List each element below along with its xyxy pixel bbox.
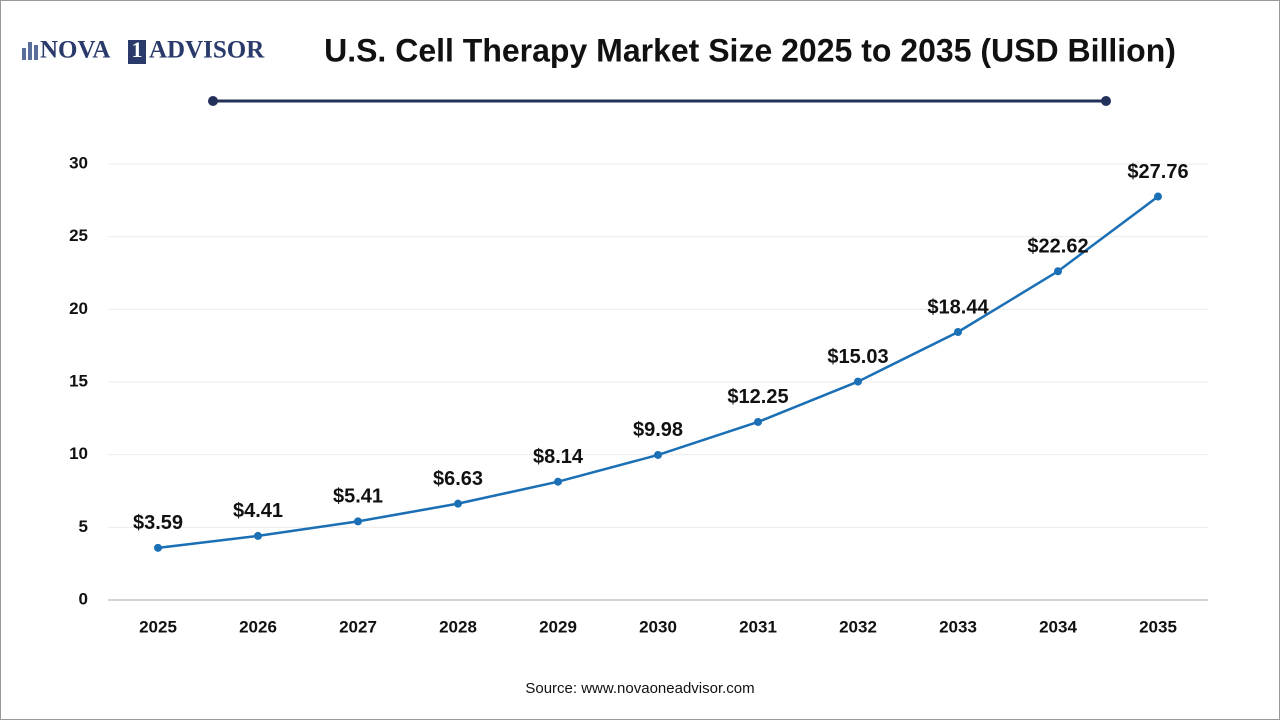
- point: [454, 499, 462, 508]
- x-tick-label: 2030: [639, 617, 677, 636]
- x-tick-label: 2027: [339, 617, 377, 636]
- value-label: $15.03: [827, 346, 888, 368]
- x-tick-label: 2025: [139, 617, 177, 636]
- point: [1154, 192, 1162, 201]
- value-label: $12.25: [727, 386, 788, 408]
- point: [754, 417, 762, 426]
- logo-text: 1: [132, 37, 143, 62]
- value-label: $22.62: [1027, 236, 1088, 258]
- logo-bar: [28, 42, 32, 60]
- y-tick-label: 25: [69, 226, 88, 245]
- value-label: $5.41: [333, 486, 383, 508]
- value-label: $9.98: [633, 419, 683, 441]
- x-tick-label: 2032: [839, 617, 877, 636]
- value-label: $6.63: [433, 468, 483, 490]
- x-tick-label: 2034: [1039, 617, 1077, 636]
- point: [1054, 267, 1062, 276]
- point: [354, 517, 362, 526]
- x-tick-label: 2029: [539, 617, 577, 636]
- title-rule-dot: [1101, 96, 1111, 106]
- title-rule-dot: [208, 96, 218, 106]
- x-tick-label: 2035: [1139, 617, 1177, 636]
- logo: NOVA 1 ADVISOR: [22, 37, 265, 64]
- y-tick-label: 20: [69, 299, 88, 318]
- value-label: $3.59: [133, 512, 183, 534]
- value-label: $27.76: [1127, 161, 1188, 183]
- value-label: $4.41: [233, 500, 283, 522]
- point: [954, 328, 962, 337]
- point: [854, 377, 862, 386]
- point: [654, 450, 662, 459]
- logo-text: ADVISOR: [149, 37, 265, 64]
- logo-box: [128, 40, 146, 64]
- x-tick-label: 2033: [939, 617, 977, 636]
- logo-bar: [34, 45, 38, 60]
- point: [154, 543, 162, 552]
- point: [554, 477, 562, 486]
- y-tick-label: 0: [79, 589, 88, 608]
- chart-title: U.S. Cell Therapy Market Size 2025 to 20…: [324, 32, 1176, 68]
- logo-text: NOVA: [40, 37, 110, 64]
- x-tick-label: 2026: [239, 617, 277, 636]
- x-tick-label: 2031: [739, 617, 777, 636]
- source: Source: www.novaoneadvisor.com: [525, 680, 754, 697]
- logo-bar: [22, 48, 26, 60]
- value-label: $18.44: [927, 296, 989, 318]
- y-tick-label: 10: [69, 444, 88, 463]
- y-tick-label: 5: [79, 517, 88, 536]
- value-label: $8.14: [533, 446, 584, 468]
- y-tick-label: 15: [69, 371, 88, 390]
- point: [254, 531, 262, 540]
- x-tick-label: 2028: [439, 617, 477, 636]
- y-tick-label: 30: [69, 153, 88, 172]
